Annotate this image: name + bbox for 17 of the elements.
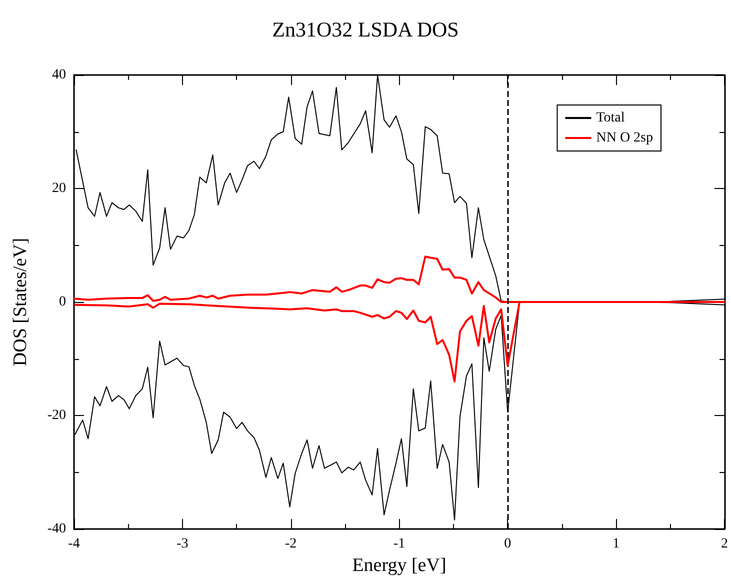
y-tick-label: 0: [59, 294, 66, 310]
y-axis-title: DOS [States/eV]: [10, 238, 31, 366]
y-tick-label: -40: [47, 522, 66, 536]
y-tick-label: 40: [52, 68, 66, 82]
x-tick-label: 0: [504, 536, 512, 552]
y-tick-label: 20: [52, 181, 66, 196]
x-tick-label: 1: [612, 536, 620, 552]
chart-title: Zn31O32 LSDA DOS: [272, 18, 459, 42]
x-tick-label: -1: [393, 536, 406, 552]
x-tick-label: -3: [176, 536, 188, 552]
legend-label: NN O 2sp: [596, 130, 653, 146]
x-tick-label: -2: [284, 536, 297, 552]
y-tick-label: -20: [47, 408, 66, 423]
legend-label: Total: [596, 110, 625, 126]
x-tick-label: 2: [721, 536, 728, 552]
x-axis-title: Energy [eV]: [352, 554, 446, 576]
x-tick-label: -4: [68, 536, 80, 552]
